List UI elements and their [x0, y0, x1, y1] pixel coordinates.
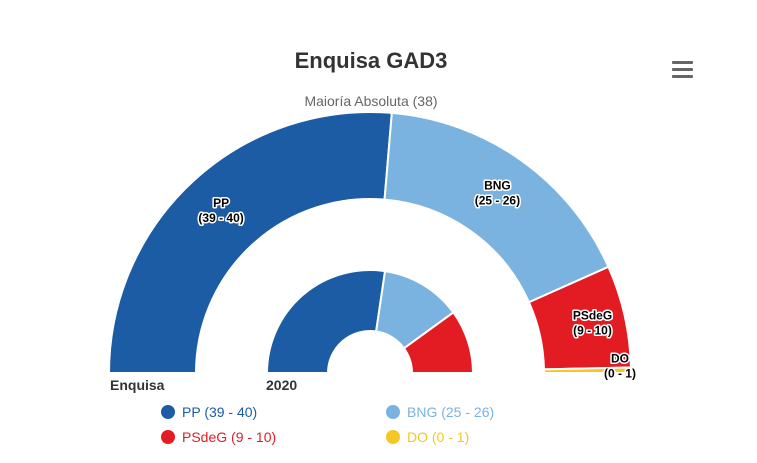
data-label-range-bng: (25 - 26)	[475, 194, 520, 208]
legend: PP (39 - 40) BNG (25 - 26) PSdeG (9 - 10) D…	[161, 404, 494, 445]
legend-item-psdeg[interactable]: PSdeG (9 - 10)	[161, 429, 276, 445]
legend-item-bng[interactable]: BNG (25 - 26)	[386, 404, 494, 420]
legend-marker	[386, 430, 400, 444]
legend-marker	[161, 430, 175, 444]
outer-ring-enquisa	[107, 111, 633, 374]
legend-marker	[386, 405, 400, 419]
legend-item-do[interactable]: DO (0 - 1)	[386, 429, 469, 445]
legend-item-pp[interactable]: PP (39 - 40)	[161, 404, 257, 420]
inner-slice-psdeg[interactable]	[402, 311, 475, 374]
ring-label-enquisa: Enquisa	[110, 377, 165, 393]
ring-label-2020: 2020	[266, 377, 297, 393]
chart-title: Enquisa GAD3	[295, 48, 448, 73]
data-label-pp: PP	[213, 196, 229, 210]
outer-slice-do[interactable]	[542, 366, 633, 374]
legend-label: DO (0 - 1)	[407, 429, 469, 445]
hamburger-menu-icon[interactable]	[670, 58, 696, 82]
inner-slice-pp[interactable]	[265, 269, 387, 374]
data-label-bng: BNG	[484, 179, 511, 193]
inner-ring-2020	[265, 269, 475, 374]
data-labels: PP(39 - 40) BNG(25 - 26) PSdeG(9 - 10) DO(0…	[197, 177, 638, 382]
legend-marker	[161, 405, 175, 419]
outer-slice-pp[interactable]	[107, 111, 393, 374]
chart-subtitle: Maioría Absoluta (38)	[304, 93, 437, 109]
data-label-psdeg: PSdeG	[573, 308, 612, 322]
data-label-range-pp: (39 - 40)	[198, 211, 243, 225]
legend-label: PSdeG (9 - 10)	[182, 429, 276, 445]
data-label-do: DO	[611, 351, 629, 365]
data-label-range-psdeg: (9 - 10)	[573, 323, 612, 337]
legend-label: BNG (25 - 26)	[407, 404, 494, 420]
legend-label: PP (39 - 40)	[182, 404, 257, 420]
data-label-range-do: (0 - 1)	[604, 366, 636, 380]
